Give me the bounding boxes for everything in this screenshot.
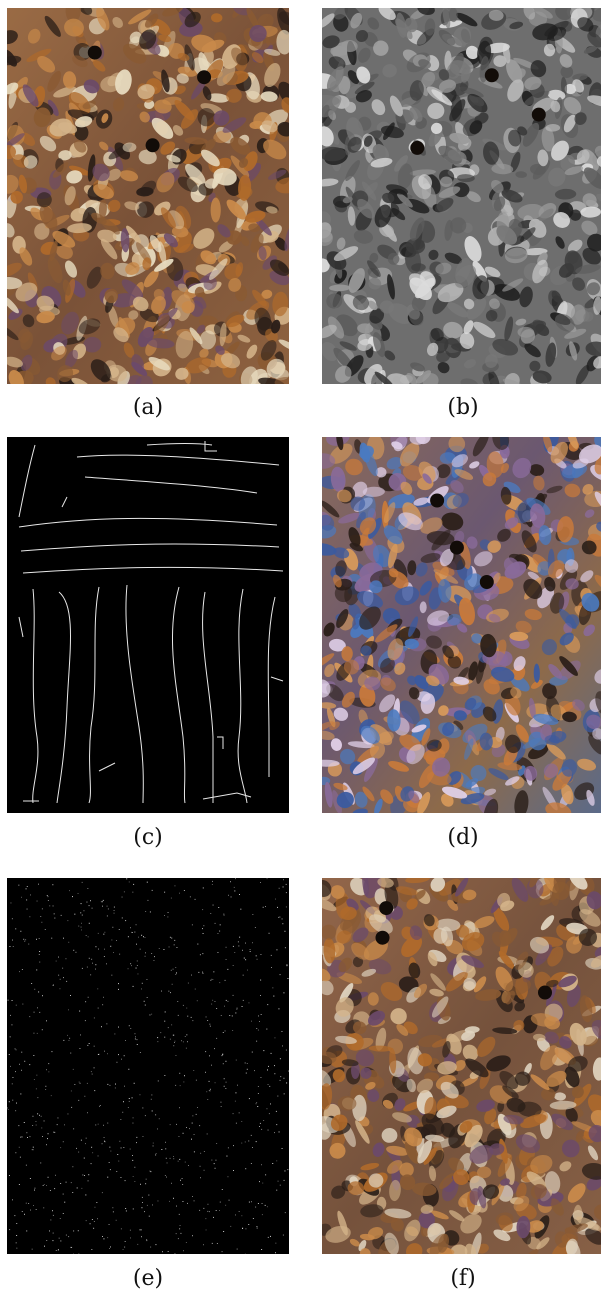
panel-c-image bbox=[7, 437, 289, 813]
caption-c: (c) bbox=[133, 825, 163, 850]
panel-f-image bbox=[322, 878, 601, 1254]
panel-b-image bbox=[322, 8, 601, 384]
caption-d: (d) bbox=[447, 825, 479, 850]
bee-photo-restored bbox=[322, 878, 601, 1254]
panel-d-image bbox=[322, 437, 601, 813]
panel-a-image bbox=[7, 8, 289, 384]
caption-b: (b) bbox=[447, 395, 479, 420]
caption-e: (e) bbox=[132, 1266, 164, 1291]
bee-photo-color bbox=[7, 8, 289, 384]
edge-map bbox=[7, 437, 289, 813]
panel-e-image bbox=[7, 878, 289, 1254]
bee-photo-grayscale bbox=[322, 8, 601, 384]
bee-photo-enhanced bbox=[322, 437, 601, 813]
caption-a: (a) bbox=[132, 395, 164, 420]
sparse-dot-map bbox=[7, 878, 289, 1254]
caption-f: (f) bbox=[450, 1266, 476, 1291]
